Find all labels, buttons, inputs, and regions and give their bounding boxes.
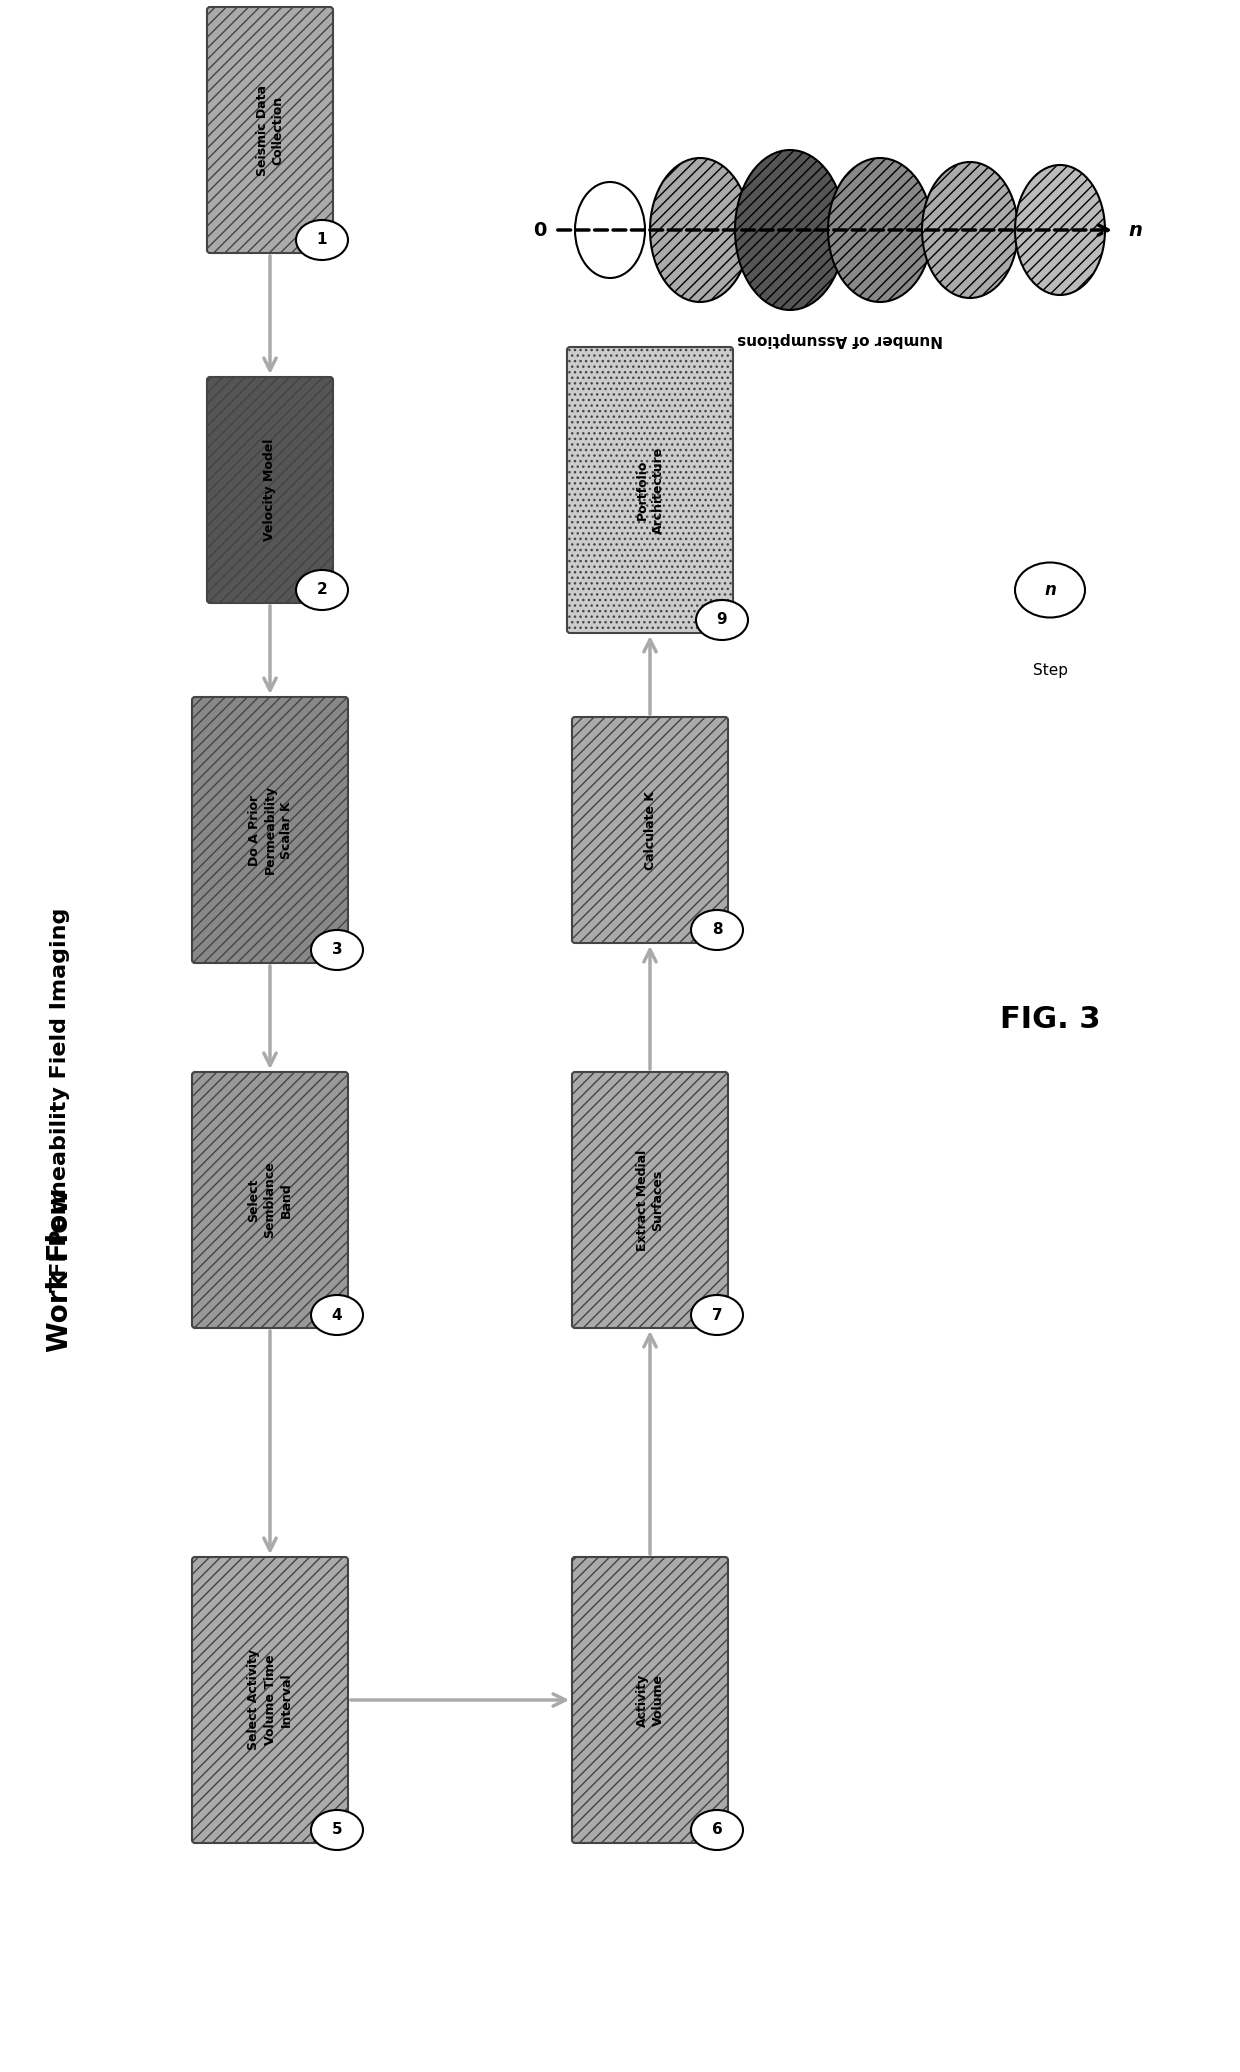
Text: Calculate K: Calculate K <box>644 792 656 870</box>
Text: 1: 1 <box>316 232 327 247</box>
Ellipse shape <box>691 1811 743 1850</box>
Ellipse shape <box>691 1295 743 1334</box>
FancyBboxPatch shape <box>572 1071 728 1328</box>
Text: Select
Semblance
Band: Select Semblance Band <box>248 1162 293 1239</box>
Ellipse shape <box>696 601 748 640</box>
Ellipse shape <box>1016 166 1105 294</box>
Text: n: n <box>1128 220 1142 240</box>
FancyBboxPatch shape <box>207 377 334 603</box>
Ellipse shape <box>650 157 750 303</box>
Text: Portfolio
Architecture: Portfolio Architecture <box>635 445 665 535</box>
Text: 7: 7 <box>712 1307 723 1322</box>
Text: 4: 4 <box>331 1307 342 1322</box>
Text: Seismic Data
Collection: Seismic Data Collection <box>255 85 284 176</box>
Text: Do A Prior
Permeability
Scalar K: Do A Prior Permeability Scalar K <box>248 785 293 874</box>
Ellipse shape <box>296 220 348 259</box>
Ellipse shape <box>311 930 363 970</box>
Ellipse shape <box>923 162 1018 298</box>
FancyBboxPatch shape <box>207 6 334 253</box>
FancyBboxPatch shape <box>192 696 348 963</box>
Text: Select Activity
Volume Time
Interval: Select Activity Volume Time Interval <box>248 1649 293 1751</box>
Text: 9: 9 <box>717 613 728 628</box>
Text: 8: 8 <box>712 922 723 937</box>
Text: Number of Assumptions: Number of Assumptions <box>737 332 942 348</box>
Text: Activity
Volume: Activity Volume <box>635 1674 665 1726</box>
Text: 0: 0 <box>533 220 547 240</box>
FancyBboxPatch shape <box>192 1556 348 1842</box>
Text: 5: 5 <box>331 1823 342 1838</box>
Text: FIG. 3: FIG. 3 <box>999 1005 1100 1034</box>
Ellipse shape <box>296 570 348 609</box>
Text: Extract Medial
Surfaces: Extract Medial Surfaces <box>635 1150 665 1251</box>
Ellipse shape <box>1016 562 1085 617</box>
Text: Work Flow: Work Flow <box>46 1187 74 1351</box>
Ellipse shape <box>691 910 743 949</box>
Ellipse shape <box>828 157 932 303</box>
FancyBboxPatch shape <box>572 717 728 943</box>
Ellipse shape <box>735 149 844 311</box>
Text: Velocity Model: Velocity Model <box>263 439 277 541</box>
Text: Step: Step <box>1033 663 1068 678</box>
Text: 6: 6 <box>712 1823 723 1838</box>
FancyBboxPatch shape <box>192 1071 348 1328</box>
FancyBboxPatch shape <box>567 346 733 634</box>
Text: 2: 2 <box>316 582 327 597</box>
Ellipse shape <box>311 1811 363 1850</box>
Ellipse shape <box>575 182 645 278</box>
Text: TFI Permeability Field Imaging: TFI Permeability Field Imaging <box>50 908 69 1293</box>
FancyBboxPatch shape <box>572 1556 728 1842</box>
Ellipse shape <box>311 1295 363 1334</box>
Text: n: n <box>1044 580 1056 599</box>
Text: 3: 3 <box>331 943 342 957</box>
